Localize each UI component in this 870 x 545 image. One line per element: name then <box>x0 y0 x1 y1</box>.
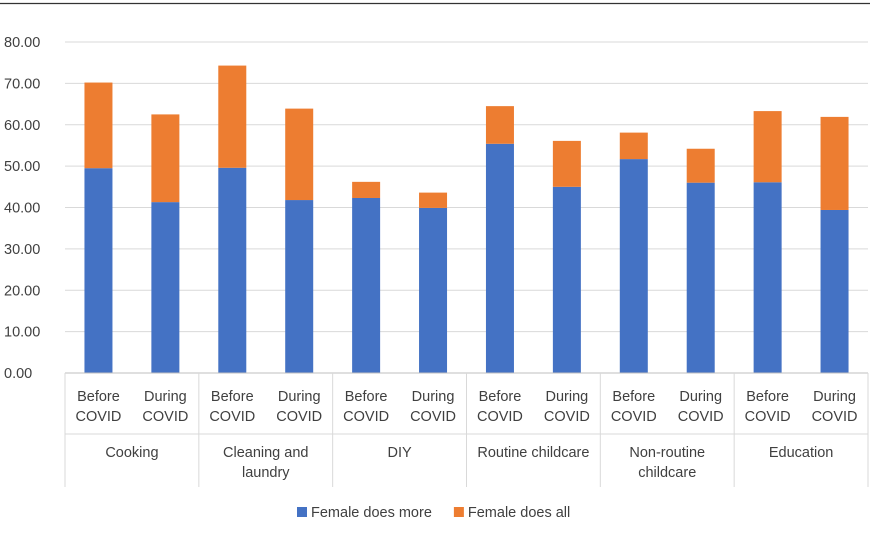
legend-swatch <box>297 507 307 517</box>
bar-label: COVID <box>410 409 456 425</box>
bar-segment-female-does-more <box>352 197 381 373</box>
bar-segment-female-does-all <box>218 65 247 168</box>
bar-label: During <box>679 389 722 405</box>
bar-label: Before <box>612 389 655 405</box>
bar-segment-female-does-more <box>151 202 180 373</box>
bar-label: COVID <box>678 409 724 425</box>
bar-segment-female-does-all <box>352 181 381 198</box>
legend-swatch <box>453 507 464 517</box>
bar-label: COVID <box>611 409 657 425</box>
bar-segment-female-does-all <box>84 82 113 169</box>
bar-segment-female-does-all <box>686 148 715 183</box>
bar-label: COVID <box>745 409 791 425</box>
bar-segment-female-does-all <box>419 192 448 208</box>
bar-segment-female-does-more <box>753 182 782 373</box>
bar-segment-female-does-all <box>753 111 782 183</box>
bar-label: Before <box>77 389 120 405</box>
bar-label: Before <box>211 389 254 405</box>
bar-segment-female-does-more <box>485 143 514 373</box>
bar-label: COVID <box>477 409 523 425</box>
group-label: Education <box>769 445 834 461</box>
x-axis: Before COVID During COVID Before COVID During C… <box>64 372 869 487</box>
bar-segment-female-does-all <box>485 106 514 144</box>
group-label: Cooking <box>105 445 158 461</box>
bar-label: COVID <box>343 409 389 425</box>
bar-label: COVID <box>209 409 255 425</box>
bar-label: COVID <box>276 409 322 425</box>
y-tick-label: 20.00 <box>4 283 40 299</box>
bar-segment-female-does-more <box>619 159 648 373</box>
group-label: Routine childcare <box>477 445 589 461</box>
y-tick-label: 70.00 <box>4 76 40 92</box>
y-tick-label: 60.00 <box>4 118 40 134</box>
y-tick-label: 40.00 <box>4 201 40 217</box>
bar-label: Before <box>746 389 789 405</box>
group-label: DIY <box>387 445 412 461</box>
y-tick-label: 10.00 <box>4 325 40 341</box>
bar-segment-female-does-more <box>686 182 715 373</box>
gridlines <box>65 41 868 333</box>
bar-label: COVID <box>544 409 590 425</box>
bar-segment-female-does-all <box>285 108 314 201</box>
y-tick-label: 50.00 <box>4 159 40 175</box>
bar-segment-female-does-more <box>218 167 247 373</box>
bars <box>84 65 849 373</box>
bar-segment-female-does-all <box>619 132 648 160</box>
group-label: childcare <box>638 465 696 481</box>
bar-segment-female-does-all <box>552 140 581 187</box>
group-label: Cleaning and <box>223 445 308 461</box>
bar-label: During <box>278 389 321 405</box>
bar-label: Before <box>479 389 522 405</box>
legend-entry: Female does all <box>468 505 570 521</box>
bar-label: During <box>412 389 455 405</box>
bar-label: During <box>813 389 856 405</box>
bar-segment-female-does-more <box>84 168 113 373</box>
bar-label: COVID <box>142 409 188 425</box>
bar-label: COVID <box>75 409 121 425</box>
legend-entry: Female does more <box>311 505 432 521</box>
y-axis-tick-labels: 0.00 10.00 20.00 30.00 40.00 50.00 60.00 70.00 8… <box>4 35 40 382</box>
bar-segment-female-does-more <box>820 209 849 373</box>
y-tick-label: 0.00 <box>4 366 32 382</box>
group-label: Non-routine <box>629 445 705 461</box>
bar-segment-female-does-all <box>151 114 180 203</box>
legend: Female does more Female does all <box>297 505 570 521</box>
y-tick-label: 30.00 <box>4 242 40 258</box>
bar-label: During <box>144 389 187 405</box>
bar-segment-female-does-more <box>285 200 314 373</box>
group-label: laundry <box>242 465 290 481</box>
bar-label: Before <box>345 389 388 405</box>
bar-segment-female-does-all <box>820 116 849 210</box>
bar-segment-female-does-more <box>552 186 581 373</box>
bar-label: During <box>546 389 589 405</box>
bar-segment-female-does-more <box>419 207 448 373</box>
y-tick-label: 80.00 <box>4 35 40 51</box>
bar-label: COVID <box>812 409 858 425</box>
